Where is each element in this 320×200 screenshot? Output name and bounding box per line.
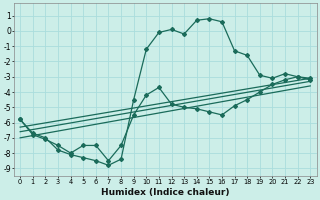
- X-axis label: Humidex (Indice chaleur): Humidex (Indice chaleur): [101, 188, 229, 197]
